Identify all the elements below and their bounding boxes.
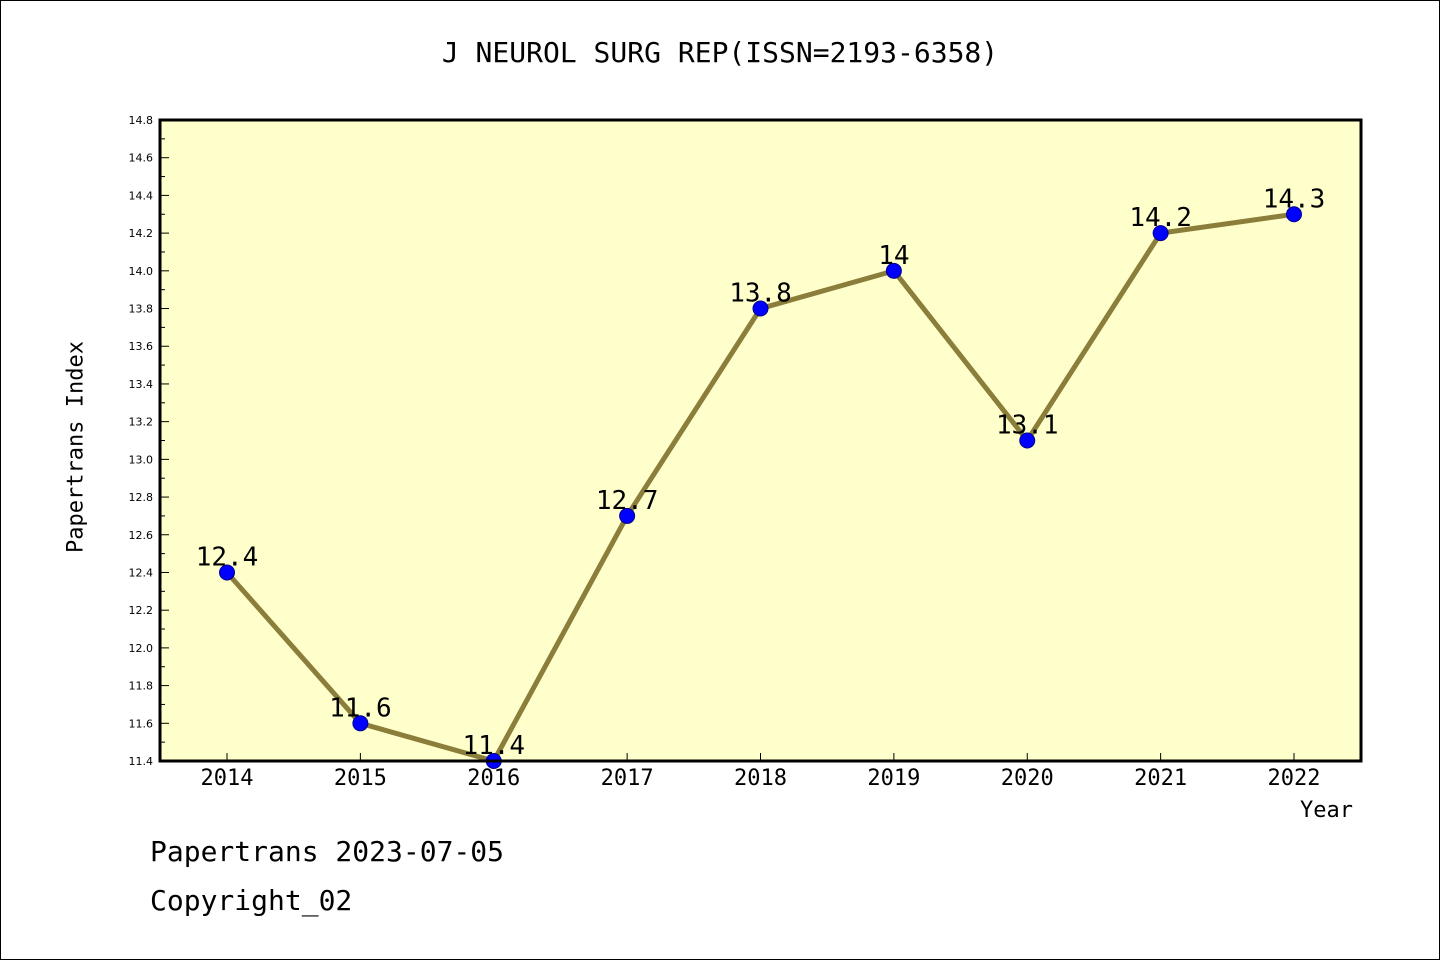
x-tick-label: 2015 bbox=[334, 766, 387, 791]
data-label: 12.7 bbox=[596, 486, 659, 516]
y-tick-label: 11.8 bbox=[129, 680, 154, 693]
y-tick-label: 14.8 bbox=[129, 114, 154, 127]
data-label: 11.4 bbox=[462, 731, 525, 761]
y-tick-label: 13.4 bbox=[129, 378, 154, 391]
y-tick-label: 12.6 bbox=[129, 529, 154, 542]
data-label: 11.6 bbox=[329, 693, 392, 723]
y-tick-label: 14.6 bbox=[129, 152, 154, 165]
x-tick-label: 2021 bbox=[1134, 766, 1187, 791]
y-tick-label: 13.2 bbox=[129, 416, 154, 429]
y-tick-label: 14.4 bbox=[129, 189, 154, 202]
y-tick-label: 12.8 bbox=[129, 491, 154, 504]
data-point bbox=[752, 300, 769, 317]
y-tick-label: 11.6 bbox=[129, 717, 154, 730]
x-axis-label: Year bbox=[1300, 798, 1353, 823]
data-point bbox=[1019, 432, 1036, 449]
x-tick-label: 2014 bbox=[201, 766, 254, 791]
data-label: 14.3 bbox=[1263, 184, 1326, 214]
data-label: 14.2 bbox=[1129, 203, 1192, 233]
chart-title: J NEUROL SURG REP(ISSN=2193-6358) bbox=[441, 36, 999, 69]
data-label: 12.4 bbox=[196, 542, 259, 572]
footer-date: Papertrans 2023-07-05 bbox=[150, 835, 505, 868]
y-tick-label: 14.2 bbox=[129, 227, 154, 240]
y-tick-label: 14.0 bbox=[129, 265, 154, 278]
x-tick-label: 2017 bbox=[601, 766, 654, 791]
data-point bbox=[219, 564, 235, 581]
data-label: 13.1 bbox=[996, 411, 1059, 441]
data-point bbox=[619, 507, 636, 524]
footer-copyright: Copyright_02 bbox=[150, 884, 353, 917]
data-label: 13.8 bbox=[729, 279, 792, 309]
y-tick-label: 13.6 bbox=[129, 340, 154, 353]
x-tick-label: 2020 bbox=[1001, 766, 1054, 791]
data-label: 14 bbox=[878, 241, 909, 271]
data-point bbox=[1152, 225, 1169, 242]
y-tick-label: 13.0 bbox=[129, 453, 154, 466]
x-tick-label: 2019 bbox=[867, 766, 920, 791]
y-tick-label: 11.4 bbox=[129, 755, 154, 768]
data-point bbox=[1286, 206, 1302, 223]
x-tick-label: 2016 bbox=[467, 766, 520, 791]
y-tick-label: 12.4 bbox=[129, 566, 154, 579]
plot-border bbox=[158, 118, 1363, 763]
data-point bbox=[352, 715, 369, 732]
y-tick-label: 13.8 bbox=[129, 303, 154, 316]
y-tick-label: 12.0 bbox=[129, 642, 154, 655]
x-tick-label: 2022 bbox=[1268, 766, 1321, 791]
y-tick-label: 12.2 bbox=[129, 604, 154, 617]
data-point bbox=[885, 262, 902, 279]
x-tick-label: 2018 bbox=[734, 766, 787, 791]
